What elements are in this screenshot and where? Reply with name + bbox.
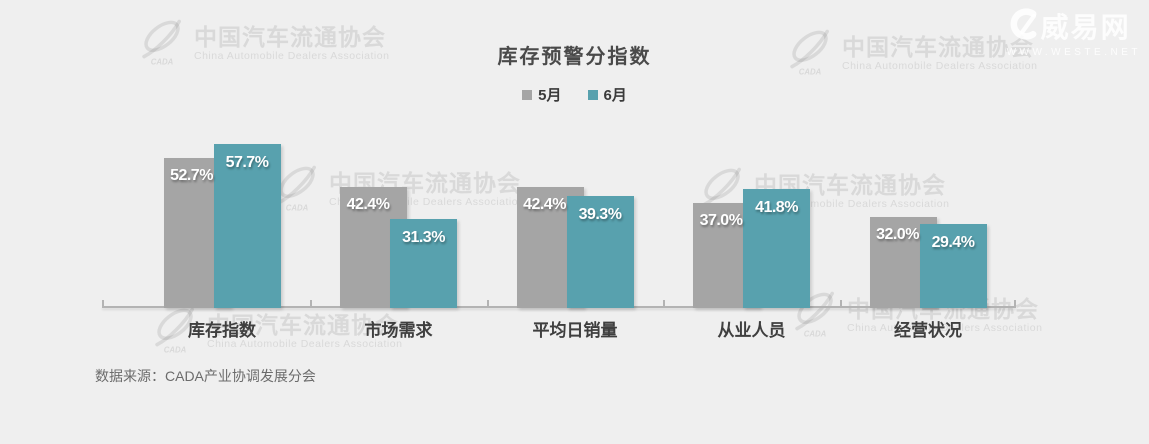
- category-label-3: 从业人员: [717, 321, 786, 340]
- category-label-0: 库存指数: [188, 321, 256, 340]
- bar-group-1: 42.4% 31.3% 市场需求: [340, 0, 457, 340]
- bar-group-3: 37.0% 41.8% 从业人员: [693, 0, 810, 340]
- legend-item-0: 5月: [522, 84, 562, 105]
- bar-value-may-2: 42.4%: [523, 196, 566, 213]
- bar-group-4: 32.0% 29.4% 经营状况: [869, 0, 987, 340]
- legend-label: 5月: [538, 87, 562, 104]
- axis-tick: [839, 300, 842, 307]
- data-source-note: 数据来源：CADA产业协调发展分会: [95, 368, 316, 384]
- legend-item-1: 6月: [587, 84, 627, 105]
- category-label-4: 经营状况: [894, 321, 962, 340]
- chart-legend: 5月 6月: [0, 84, 1149, 105]
- bar-value-june-3: 41.8%: [755, 199, 798, 216]
- chart-title: 库存预警分指数: [497, 46, 652, 68]
- bar-value-june-4: 29.4%: [931, 234, 975, 251]
- legend-swatch-icon: [522, 89, 533, 100]
- category-label-2: 平均日销量: [532, 321, 618, 340]
- bar-value-june-1: 31.3%: [402, 229, 445, 246]
- bar-group-0: 52.7% 57.7% 库存指数: [163, 0, 281, 340]
- bar-june-1: [390, 219, 457, 308]
- bar-value-june-0: 57.7%: [225, 154, 269, 171]
- bar-value-may-4: 32.0%: [876, 226, 919, 243]
- bar-june-4: [919, 224, 987, 308]
- legend-swatch-icon: [587, 89, 598, 100]
- bar-june-2: [566, 196, 634, 308]
- bar-june-0: [213, 144, 281, 308]
- bar-value-june-2: 39.3%: [578, 206, 622, 223]
- legend-label: 6月: [603, 87, 627, 104]
- bar-value-may-0: 52.7%: [170, 167, 213, 184]
- axis-tick: [486, 300, 489, 307]
- bar-value-may-3: 37.0%: [699, 212, 743, 229]
- bar-june-3: [743, 189, 810, 308]
- bar-value-may-1: 42.4%: [346, 196, 390, 213]
- category-label-1: 市场需求: [364, 321, 433, 340]
- axis-tick: [102, 300, 104, 307]
- axis-tick: [1014, 300, 1016, 307]
- bar-group-2: 42.4% 39.3% 平均日销量: [516, 0, 634, 340]
- axis-tick: [310, 300, 313, 307]
- axis-tick: [663, 300, 666, 307]
